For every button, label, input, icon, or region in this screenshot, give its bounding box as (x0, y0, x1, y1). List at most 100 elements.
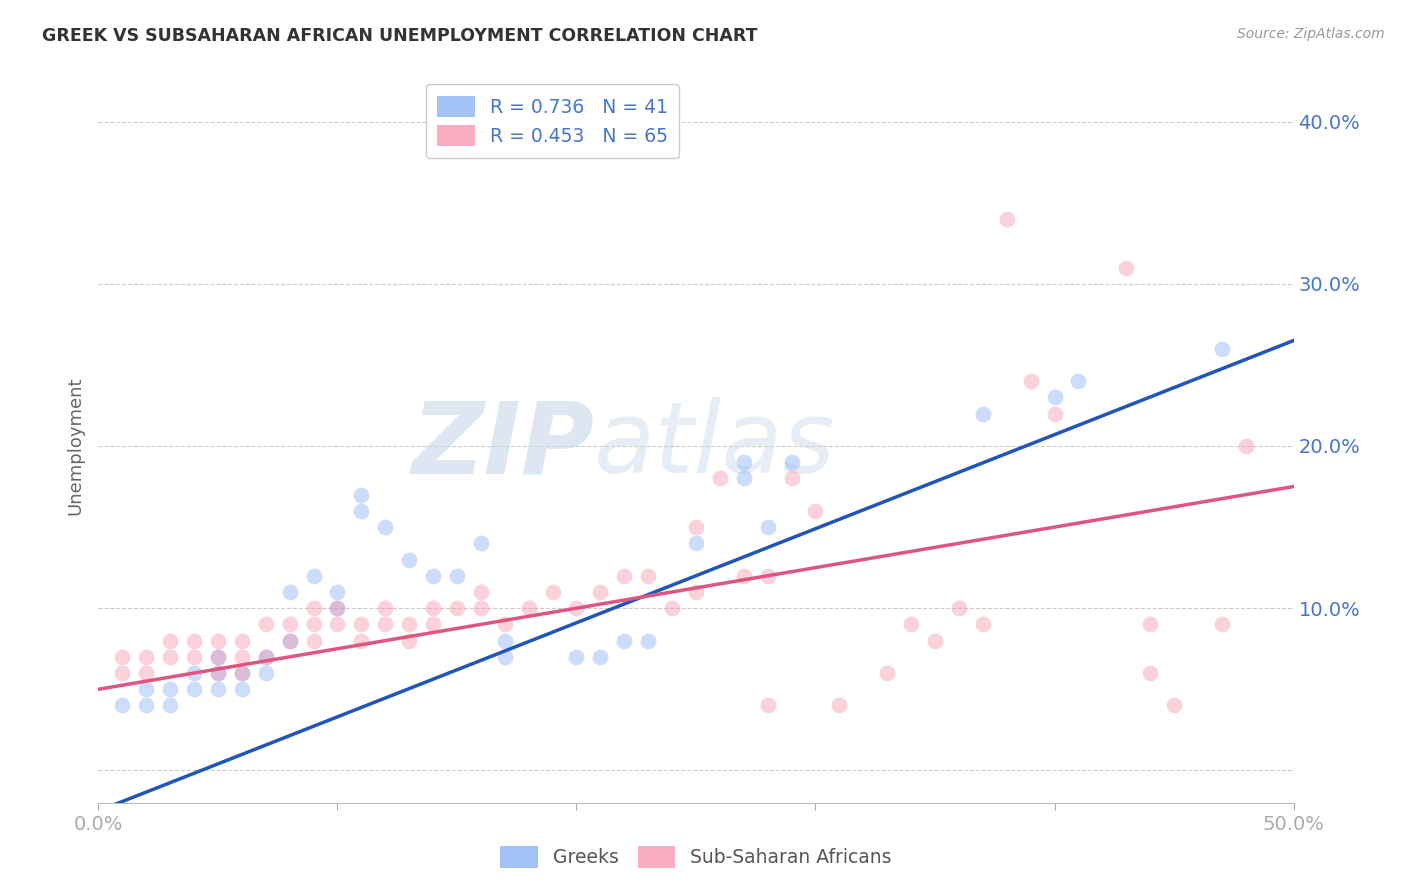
Point (828, 698, 851, 713)
Point (254, 617, 277, 632)
Point (326, 617, 349, 632)
Point (756, 568, 779, 582)
Point (1067, 374, 1090, 388)
Point (1211, 342, 1233, 356)
Point (876, 666, 898, 681)
Point (111, 698, 134, 713)
Point (1234, 439, 1257, 453)
Point (733, 568, 755, 582)
Point (685, 536, 707, 550)
Legend: Greeks, Sub-Saharan Africans: Greeks, Sub-Saharan Africans (494, 838, 898, 875)
Point (278, 585, 301, 599)
Point (1163, 698, 1185, 713)
Point (183, 649, 205, 664)
Point (135, 698, 157, 713)
Point (207, 666, 229, 681)
Point (517, 601, 540, 615)
Point (780, 471, 803, 485)
Point (231, 666, 253, 681)
Point (254, 666, 277, 681)
Point (350, 504, 373, 518)
Point (159, 633, 181, 648)
Point (135, 666, 157, 681)
Point (494, 617, 516, 632)
Point (661, 601, 683, 615)
Point (1211, 617, 1233, 632)
Point (231, 649, 253, 664)
Point (278, 617, 301, 632)
Point (398, 617, 420, 632)
Point (135, 649, 157, 664)
Point (613, 633, 636, 648)
Point (374, 520, 396, 534)
Point (302, 601, 325, 615)
Point (159, 682, 181, 697)
Point (637, 633, 659, 648)
Point (446, 601, 468, 615)
Point (231, 682, 253, 697)
Point (995, 211, 1018, 226)
Point (972, 407, 994, 421)
Point (207, 633, 229, 648)
Point (278, 633, 301, 648)
Point (422, 568, 444, 582)
Point (948, 601, 970, 615)
Point (183, 666, 205, 681)
Point (422, 617, 444, 632)
Point (111, 666, 134, 681)
Point (422, 601, 444, 615)
Point (470, 536, 492, 550)
Point (1043, 407, 1066, 421)
Point (302, 617, 325, 632)
Point (565, 649, 588, 664)
Point (231, 666, 253, 681)
Point (278, 633, 301, 648)
Point (398, 552, 420, 566)
Point (470, 585, 492, 599)
Point (350, 488, 373, 502)
Point (972, 617, 994, 632)
Point (254, 649, 277, 664)
Point (326, 601, 349, 615)
Point (756, 520, 779, 534)
Point (326, 601, 349, 615)
Point (350, 633, 373, 648)
Point (804, 504, 827, 518)
Point (1115, 260, 1137, 275)
Point (374, 601, 396, 615)
Point (494, 633, 516, 648)
Point (780, 455, 803, 469)
Point (398, 633, 420, 648)
Point (159, 698, 181, 713)
Point (709, 471, 731, 485)
Point (183, 633, 205, 648)
Point (183, 682, 205, 697)
Point (207, 649, 229, 664)
Point (207, 682, 229, 697)
Point (685, 585, 707, 599)
Point (446, 568, 468, 582)
Point (302, 568, 325, 582)
Point (589, 649, 612, 664)
Point (111, 649, 134, 664)
Point (589, 585, 612, 599)
Point (1139, 617, 1161, 632)
Point (231, 633, 253, 648)
Point (302, 633, 325, 648)
Point (350, 617, 373, 632)
Point (733, 455, 755, 469)
Point (254, 649, 277, 664)
Point (374, 617, 396, 632)
Point (924, 633, 946, 648)
Point (326, 585, 349, 599)
Text: ZIP: ZIP (412, 398, 595, 494)
Point (135, 682, 157, 697)
Text: Source: ZipAtlas.com: Source: ZipAtlas.com (1237, 27, 1385, 41)
Point (565, 601, 588, 615)
Point (207, 649, 229, 664)
Point (900, 617, 922, 632)
Point (1139, 666, 1161, 681)
Text: atlas: atlas (595, 398, 837, 494)
Point (733, 471, 755, 485)
Point (756, 698, 779, 713)
